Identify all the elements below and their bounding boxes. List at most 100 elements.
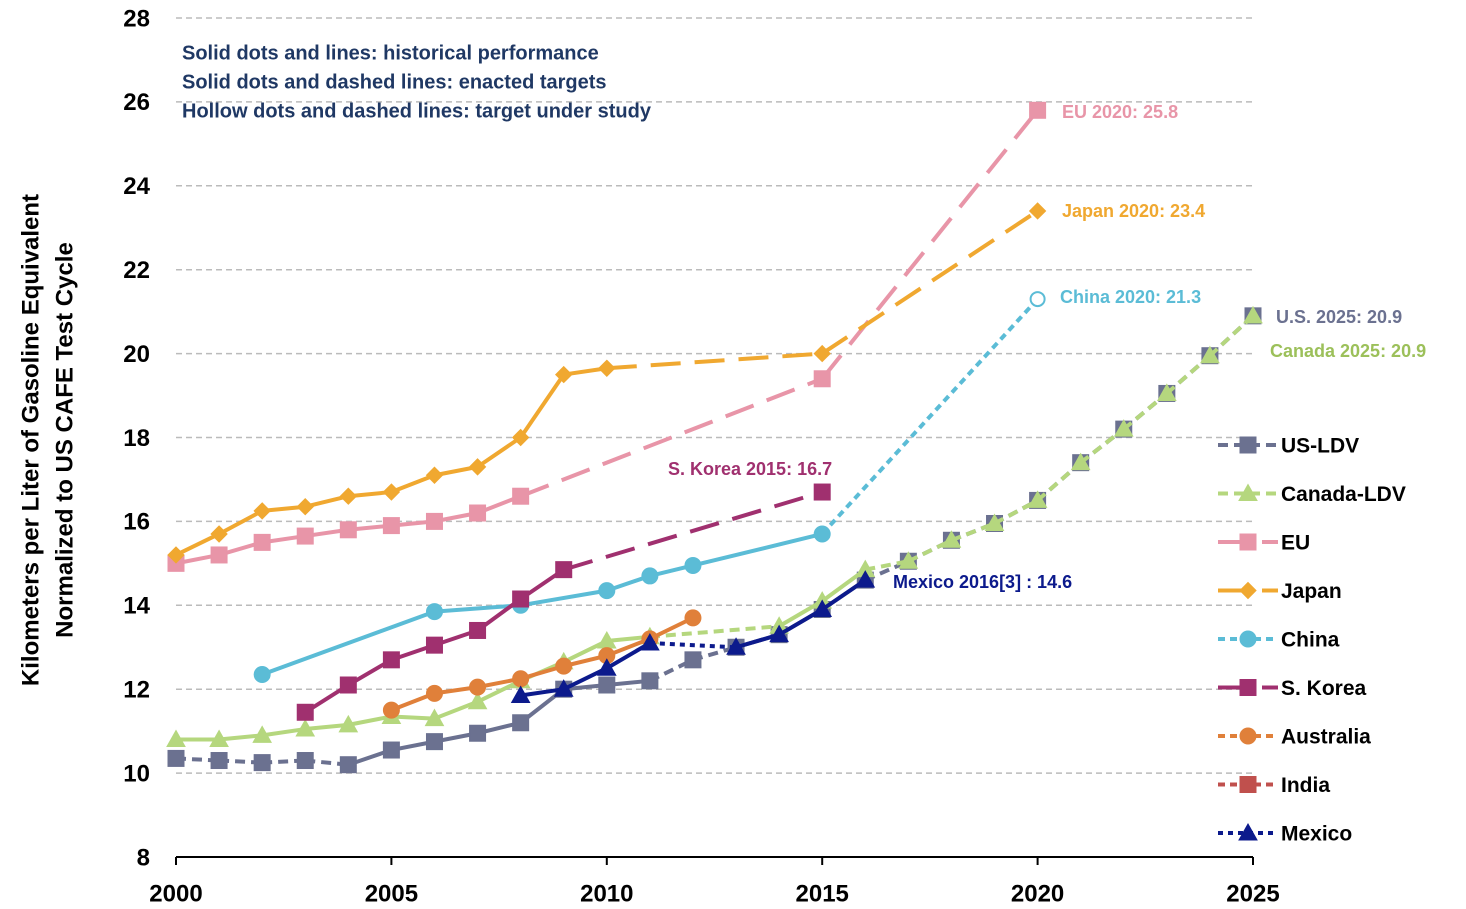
y-tick-label: 26	[123, 89, 150, 116]
marker	[425, 603, 443, 621]
marker	[424, 708, 445, 727]
marker	[253, 754, 271, 772]
legend-label: US-LDV	[1281, 435, 1359, 458]
series	[510, 570, 876, 703]
marker	[210, 752, 228, 770]
marker	[469, 504, 487, 522]
annotation: EU 2020: 25.8	[1062, 102, 1178, 122]
marker	[253, 502, 271, 520]
marker	[941, 530, 962, 548]
marker	[1239, 727, 1257, 745]
y-axis-label: Normalized to US CAFE Test Cycle	[51, 242, 78, 638]
line-segment	[261, 609, 436, 677]
marker	[425, 733, 443, 751]
marker	[167, 546, 185, 564]
series	[382, 609, 702, 719]
series	[166, 305, 1263, 748]
marker	[512, 670, 530, 688]
x-tick-label: 2025	[1226, 880, 1279, 907]
marker	[467, 691, 488, 710]
marker	[1113, 419, 1134, 437]
marker	[1238, 822, 1258, 841]
line-segment	[735, 632, 780, 650]
marker	[1029, 291, 1046, 308]
series	[253, 291, 1046, 684]
legend-label: China	[1281, 629, 1340, 652]
legend-label: Australia	[1281, 726, 1371, 749]
line-segment	[606, 351, 823, 371]
marker	[596, 658, 617, 676]
marker	[339, 756, 357, 774]
marker	[296, 498, 314, 516]
line-segment	[1036, 461, 1082, 502]
marker	[1239, 679, 1257, 696]
marker	[425, 636, 443, 654]
marker	[726, 637, 746, 655]
line-segment	[1165, 354, 1212, 395]
line-segment	[520, 687, 565, 698]
marker	[1239, 533, 1257, 551]
marker	[382, 483, 401, 501]
series	[167, 202, 1047, 564]
marker	[296, 703, 314, 721]
marker	[555, 561, 573, 579]
note: Solid dots and lines: historical perform…	[182, 42, 599, 64]
legend-label: S. Korea	[1281, 677, 1367, 700]
marker	[425, 684, 443, 702]
y-tick-label: 14	[123, 593, 150, 620]
marker	[1238, 483, 1258, 501]
y-tick-label: 28	[123, 5, 150, 32]
marker	[1243, 305, 1263, 324]
marker	[1156, 383, 1177, 401]
line-segment	[692, 532, 823, 568]
y-tick-label: 22	[123, 257, 150, 284]
marker	[382, 741, 400, 759]
marker	[555, 365, 573, 384]
line-segment	[864, 559, 909, 572]
line-segment	[820, 109, 1040, 381]
marker	[813, 525, 831, 543]
line-segment	[304, 494, 349, 509]
marker	[510, 685, 531, 703]
marker	[511, 428, 530, 447]
marker	[469, 678, 487, 696]
annotation: Japan 2020: 23.4	[1062, 201, 1205, 221]
marker	[684, 609, 702, 627]
marker	[167, 749, 185, 767]
annotation: Canada 2025: 20.9	[1270, 341, 1426, 361]
marker	[338, 714, 359, 733]
marker	[512, 590, 530, 608]
marker	[898, 551, 919, 569]
y-axis-label: Kilometers per Liter of Gasoline Equival…	[17, 194, 44, 686]
marker	[339, 487, 358, 505]
y-tick-label: 12	[123, 677, 150, 704]
marker	[855, 570, 876, 588]
line-segment	[261, 727, 306, 738]
marker	[598, 676, 616, 694]
marker	[295, 719, 316, 737]
marker	[166, 729, 186, 748]
line-segment	[820, 297, 1040, 536]
y-tick-label: 16	[123, 509, 150, 536]
marker	[382, 651, 400, 669]
marker	[1028, 202, 1047, 220]
marker	[339, 521, 357, 539]
marker	[769, 624, 789, 643]
marker	[641, 567, 659, 585]
line-segment	[391, 714, 435, 721]
marker	[553, 679, 574, 697]
marker	[1027, 490, 1048, 508]
annotation: Mexico 2016[3] : 14.6	[893, 572, 1072, 592]
marker	[296, 527, 314, 545]
x-tick-label: 2015	[796, 880, 849, 907]
y-tick-label: 8	[137, 844, 150, 871]
marker	[641, 672, 659, 690]
marker	[1239, 776, 1257, 793]
line-segment	[1079, 427, 1125, 465]
marker	[598, 582, 616, 600]
marker	[812, 599, 833, 617]
marker	[296, 752, 314, 770]
marker	[813, 370, 831, 388]
y-tick-label: 10	[123, 760, 150, 787]
